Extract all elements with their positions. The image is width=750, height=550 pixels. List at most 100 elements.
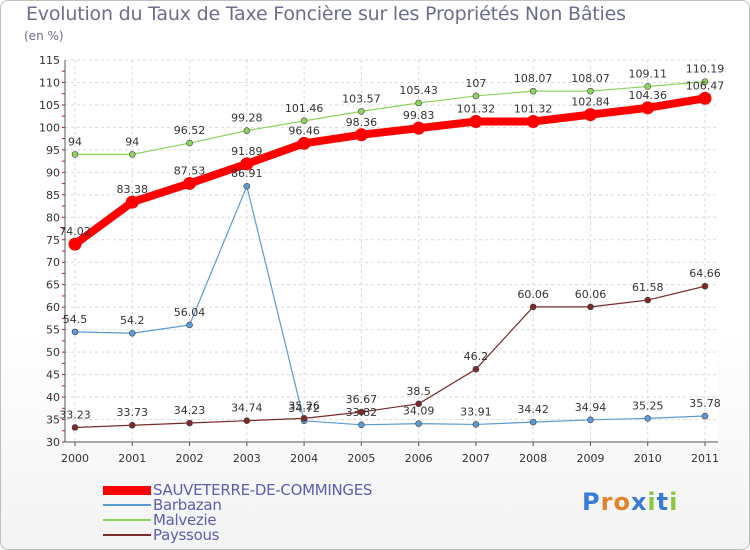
data-point [472,92,480,100]
data-label: 54.5 [63,313,88,326]
data-label: 87.53 [174,164,206,177]
data-point [186,419,193,427]
data-point [71,151,79,158]
data-point [183,176,197,190]
data-point [644,415,652,422]
plot-area [65,60,718,442]
data-label: 38.5 [406,385,431,398]
data-point [701,282,709,290]
data-label: 35.26 [288,399,320,412]
data-label: 91.89 [231,145,263,158]
legend-swatch-barbazan [103,504,151,506]
data-point [701,78,709,85]
legend-label-payssous: Payssous [153,526,220,544]
y-axis-unit: (en %) [24,29,64,43]
data-label: 106.47 [686,79,725,92]
x-tick-label: 2011 [691,452,719,465]
data-point [583,108,597,122]
data-label: 110.19 [686,63,725,76]
logo-letter: x [630,488,648,516]
y-tick-label: 35 [46,414,60,427]
y-tick-label: 45 [46,369,60,382]
logo-letter: t [656,488,670,516]
x-tick-label: 2002 [176,452,204,465]
data-label: 61.58 [632,281,664,294]
data-point [415,99,422,107]
data-label: 94 [125,135,139,148]
data-label: 98.36 [346,116,378,129]
data-label: 34.23 [174,404,206,417]
x-tick-label: 2003 [233,452,261,465]
x-tick-label: 2006 [405,452,433,465]
data-label: 74.02 [59,225,91,238]
data-label: 56.04 [174,306,206,319]
logo-letter: i [647,488,657,516]
data-point [71,328,79,336]
x-tick-label: 2001 [118,452,146,465]
y-tick-label: 105 [39,99,60,112]
y-tick-label: 70 [46,256,60,269]
chart-title: Evolution du Taux de Taxe Foncière sur l… [26,3,626,25]
logo-letter: i [669,488,679,516]
data-point [526,114,540,128]
data-label: 102.84 [571,96,610,109]
logo-letter: o [613,488,631,516]
data-point [472,421,480,428]
x-tick-label: 2007 [462,452,490,465]
data-label: 35.25 [632,399,664,412]
data-point [186,321,193,329]
data-point [701,412,709,420]
data-label: 34.72 [288,402,320,415]
data-point [644,83,652,90]
x-tick-label: 2004 [290,452,318,465]
data-point [587,87,594,95]
y-tick-label: 50 [46,346,60,359]
data-label: 33.82 [346,406,378,419]
legend-label-sauveterre: SAUVETERRE-DE-COMMINGES [153,481,373,499]
data-label: 103.57 [342,92,381,105]
series-line-payssous [74,285,706,429]
x-tick-label: 2008 [519,452,547,465]
data-label: 54.2 [120,314,145,327]
data-label: 33.73 [117,406,149,419]
data-point [587,303,594,311]
data-point [300,415,308,422]
proxiti-logo: Proxiti [582,488,678,516]
data-label: 86.91 [231,167,263,180]
data-label: 101.32 [457,102,496,115]
data-label: 60.06 [517,288,549,301]
y-tick-label: 80 [46,211,60,224]
y-tick-label: 100 [39,121,60,134]
data-point [186,139,193,147]
data-point [125,195,139,209]
data-point [644,296,652,304]
data-point [297,136,311,150]
data-label: 96.46 [288,124,320,137]
y-tick-label: 85 [46,189,60,202]
data-point [358,108,365,115]
data-point [472,365,480,373]
y-tick-label: 75 [46,234,60,247]
data-label: 107 [465,77,486,90]
data-point [529,87,537,95]
data-label: 83.38 [117,183,149,196]
data-point [128,421,136,429]
data-label: 34.74 [231,402,263,415]
data-label: 33.23 [59,408,91,421]
y-tick-label: 90 [46,166,60,179]
data-label: 101.32 [514,102,553,115]
data-point [128,329,136,337]
data-label: 36.67 [346,393,378,406]
y-tick-label: 65 [46,279,60,292]
data-label: 64.66 [689,267,721,280]
data-point [358,421,365,429]
y-tick-label: 40 [46,391,60,404]
legend-swatch-sauveterre [103,486,151,495]
x-tick-label: 2010 [634,452,662,465]
data-label: 104.36 [628,89,667,102]
series-line-sauveterre-de-comminges [71,94,709,249]
y-tick-label: 55 [46,324,60,337]
data-point [71,424,79,431]
data-label: 35.78 [689,397,721,410]
